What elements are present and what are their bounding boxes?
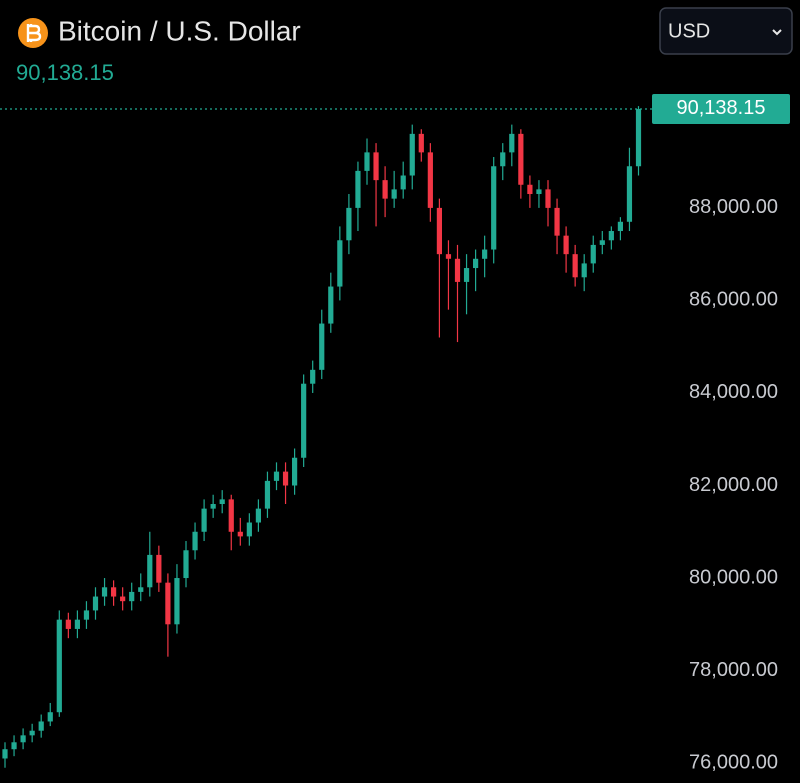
- candle-body: [47, 712, 53, 722]
- candle-body: [436, 207, 442, 255]
- candle-body: [282, 471, 289, 486]
- candle-body: [545, 189, 551, 208]
- candle-body: [101, 587, 108, 597]
- candle-body: [491, 166, 497, 250]
- candle-body: [310, 369, 316, 384]
- candle-body: [38, 721, 44, 731]
- candle-body: [509, 133, 515, 153]
- candle-body: [518, 133, 524, 185]
- candle-body: [599, 240, 605, 245]
- candle-body: [319, 323, 325, 370]
- candle-body: [292, 457, 298, 486]
- candle-body: [536, 189, 542, 195]
- candle-body: [563, 235, 569, 255]
- candle-body: [219, 499, 225, 505]
- candle-body: [373, 152, 379, 181]
- candle-body: [237, 531, 243, 537]
- candle-body: [427, 152, 433, 208]
- candle-body: [418, 133, 424, 153]
- candle-body: [590, 244, 596, 264]
- candle-body: [165, 582, 171, 625]
- candle-body: [382, 180, 388, 199]
- candle-body: [147, 554, 153, 588]
- candle-body: [409, 133, 415, 176]
- candle-body: [473, 258, 479, 269]
- candle-body: [2, 749, 8, 759]
- candle-body: [337, 240, 343, 287]
- candle-body: [500, 152, 506, 167]
- y-tick-label: 82,000.00: [689, 474, 778, 496]
- y-tick-label: 78,000.00: [689, 659, 778, 681]
- candle-body: [445, 254, 452, 259]
- candle-body: [129, 591, 135, 602]
- candle-body: [255, 508, 261, 523]
- candle-body: [246, 522, 252, 537]
- last-price-label: 90,138.15: [677, 97, 766, 119]
- header-price: 90,138.15: [16, 60, 114, 85]
- candle-body: [174, 578, 180, 625]
- candle-body: [463, 268, 470, 282]
- candle-body: [364, 152, 370, 171]
- candle-body: [156, 554, 162, 583]
- candle-body: [228, 499, 234, 532]
- candle-body: [355, 170, 361, 208]
- candle-body: [120, 596, 126, 602]
- candle-body: [273, 471, 280, 481]
- y-tick-label: 86,000.00: [689, 289, 778, 311]
- y-tick-label: 76,000.00: [689, 751, 778, 773]
- candle-body: [111, 587, 117, 597]
- candle-body: [454, 258, 461, 282]
- candle-body: [608, 231, 614, 241]
- candle-body: [527, 184, 533, 195]
- candle-body: [391, 189, 397, 199]
- candle-body: [554, 207, 560, 236]
- candle-body: [20, 735, 26, 743]
- candle-body: [346, 207, 352, 241]
- candle-body: [626, 166, 633, 222]
- candle-body: [92, 596, 99, 611]
- candle-body: [264, 480, 271, 509]
- candle-body: [328, 286, 334, 324]
- candle-body: [400, 175, 406, 190]
- candle-body: [56, 619, 62, 713]
- candle-body: [572, 254, 578, 278]
- candle-body: [11, 742, 17, 750]
- candle-body: [201, 508, 207, 532]
- candle-body: [183, 550, 189, 579]
- chart-title: Bitcoin / U.S. Dollar: [58, 15, 301, 46]
- candle-body: [138, 587, 144, 592]
- currency-select[interactable]: USD: [659, 7, 793, 55]
- y-tick-label: 80,000.00: [689, 566, 778, 588]
- currency-label[interactable]: USD: [668, 20, 710, 42]
- candle-body: [617, 221, 623, 232]
- candle-body: [581, 263, 587, 278]
- candle-body: [301, 383, 307, 458]
- candle-body: [210, 504, 216, 509]
- candle-body: [83, 610, 90, 620]
- last-price-box: [652, 93, 790, 124]
- y-tick-label: 84,000.00: [689, 381, 778, 403]
- bitcoin-icon: [18, 18, 48, 48]
- candle-body: [482, 249, 488, 259]
- candle-body: [29, 730, 35, 736]
- candle-body: [65, 619, 71, 629]
- candle-body: [635, 108, 642, 167]
- y-tick-label: 88,000.00: [689, 196, 778, 218]
- candle-body: [192, 531, 198, 551]
- candle-body: [74, 619, 80, 629]
